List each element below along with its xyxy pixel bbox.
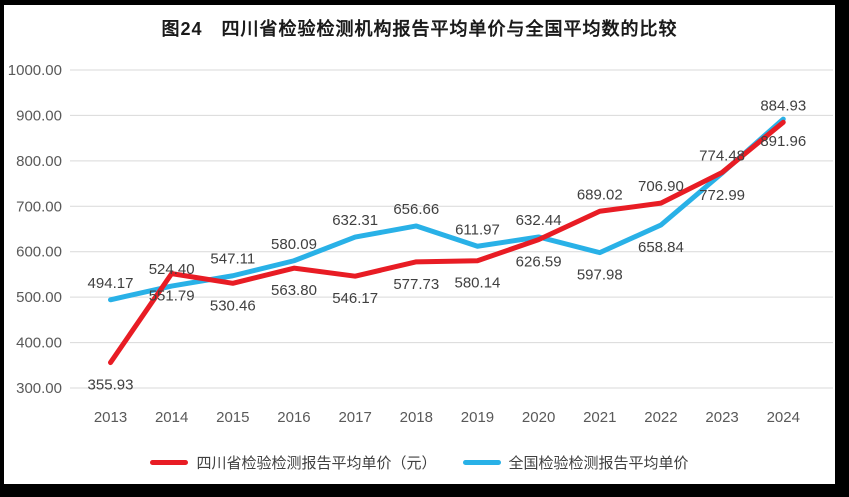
x-axis-label: 2016	[277, 409, 310, 426]
data-label: 656.66	[393, 201, 439, 218]
chart-page: 图24 四川省检验检测机构报告平均单价与全国平均数的比较 300.00 400.0…	[4, 5, 835, 484]
data-label: 580.09	[271, 236, 317, 253]
data-label: 494.17	[88, 275, 134, 292]
data-label: 706.90	[638, 178, 684, 195]
chart-title: 图24 四川省检验检测机构报告平均单价与全国平均数的比较	[161, 19, 678, 39]
x-axis-label: 2018	[400, 409, 433, 426]
legend-item-sichuan: 四川省检验检测报告平均单价（元）	[150, 452, 437, 473]
data-label: 632.31	[332, 212, 378, 229]
legend-line-sample-sichuan	[150, 460, 189, 465]
data-label: 547.11	[210, 251, 255, 268]
x-axis-label: 2020	[522, 409, 555, 426]
y-axis-label: 300.00	[16, 380, 62, 397]
x-axis-label: 2024	[767, 409, 800, 426]
data-label: 355.93	[88, 377, 134, 394]
data-label: 658.84	[638, 239, 684, 256]
series-line-national	[108, 116, 786, 303]
data-label: 546.17	[332, 290, 378, 307]
y-axis-labels: 300.00 400.00 500.00 600.00 700.00 800.00 900.…	[8, 62, 62, 397]
y-axis-label: 800.00	[16, 153, 62, 170]
legend-label-sichuan: 四川省检验检测报告平均单价（元）	[196, 455, 437, 472]
y-axis-label: 900.00	[16, 107, 62, 124]
data-label: 563.80	[271, 282, 317, 299]
data-labels-sichuan: 355.93 551.79 530.46 563.80 546.17 577.73 580.…	[88, 97, 807, 393]
data-labels-national: 494.17 524.40 547.11 580.09 632.31 656.66 611.…	[88, 133, 807, 292]
legend-item-national: 全国检验检测报告平均单价	[462, 452, 689, 473]
x-axis-labels: 2013 2014 2015 2016 2017 2018 2019 2020 2021 2022…	[94, 409, 800, 426]
data-label: 597.98	[577, 267, 623, 284]
data-label: 524.40	[149, 261, 195, 278]
y-axis-label: 400.00	[16, 335, 62, 352]
x-axis-label: 2021	[583, 409, 616, 426]
x-axis-label: 2023	[705, 409, 738, 426]
y-axis-label: 1000.00	[8, 62, 62, 79]
data-label: 891.96	[760, 133, 806, 150]
gridlines	[70, 69, 833, 389]
data-label: 632.44	[516, 212, 562, 229]
data-label: 530.46	[210, 297, 256, 314]
data-label: 774.48	[699, 147, 745, 164]
data-label: 772.99	[699, 187, 745, 204]
data-label: 626.59	[516, 254, 562, 271]
data-label: 580.14	[455, 275, 501, 292]
y-axis-label: 500.00	[16, 289, 62, 306]
x-axis-label: 2017	[338, 409, 371, 426]
x-axis-label: 2019	[461, 409, 494, 426]
x-axis-label: 2015	[216, 409, 249, 426]
data-label: 884.93	[760, 97, 806, 114]
legend: 四川省检验检测报告平均单价（元） 全国检验检测报告平均单价	[4, 452, 835, 473]
legend-label-national: 全国检验检测报告平均单价	[508, 455, 689, 472]
x-axis-label: 2014	[155, 409, 188, 426]
data-label: 551.79	[149, 288, 195, 305]
series-line-sichuan	[108, 119, 786, 366]
y-axis-label: 700.00	[16, 198, 62, 215]
data-label: 689.02	[577, 186, 623, 203]
line-chart: 300.00 400.00 500.00 600.00 700.00 800.00 900.…	[8, 62, 833, 426]
data-label: 577.73	[393, 276, 439, 293]
x-axis-label: 2022	[644, 409, 677, 426]
y-axis-label: 600.00	[16, 244, 62, 261]
legend-line-sample-national	[462, 460, 501, 465]
data-label: 611.97	[455, 221, 500, 238]
x-axis-label: 2013	[94, 409, 127, 426]
